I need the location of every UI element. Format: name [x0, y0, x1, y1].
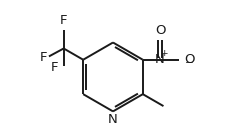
Text: +: + [159, 49, 167, 58]
Text: F: F [60, 14, 67, 27]
Text: O: O [184, 53, 194, 66]
Text: F: F [51, 61, 58, 74]
Text: N: N [155, 53, 164, 66]
Text: −: − [184, 58, 193, 68]
Text: O: O [154, 24, 164, 37]
Text: N: N [108, 113, 117, 126]
Text: F: F [39, 51, 47, 64]
